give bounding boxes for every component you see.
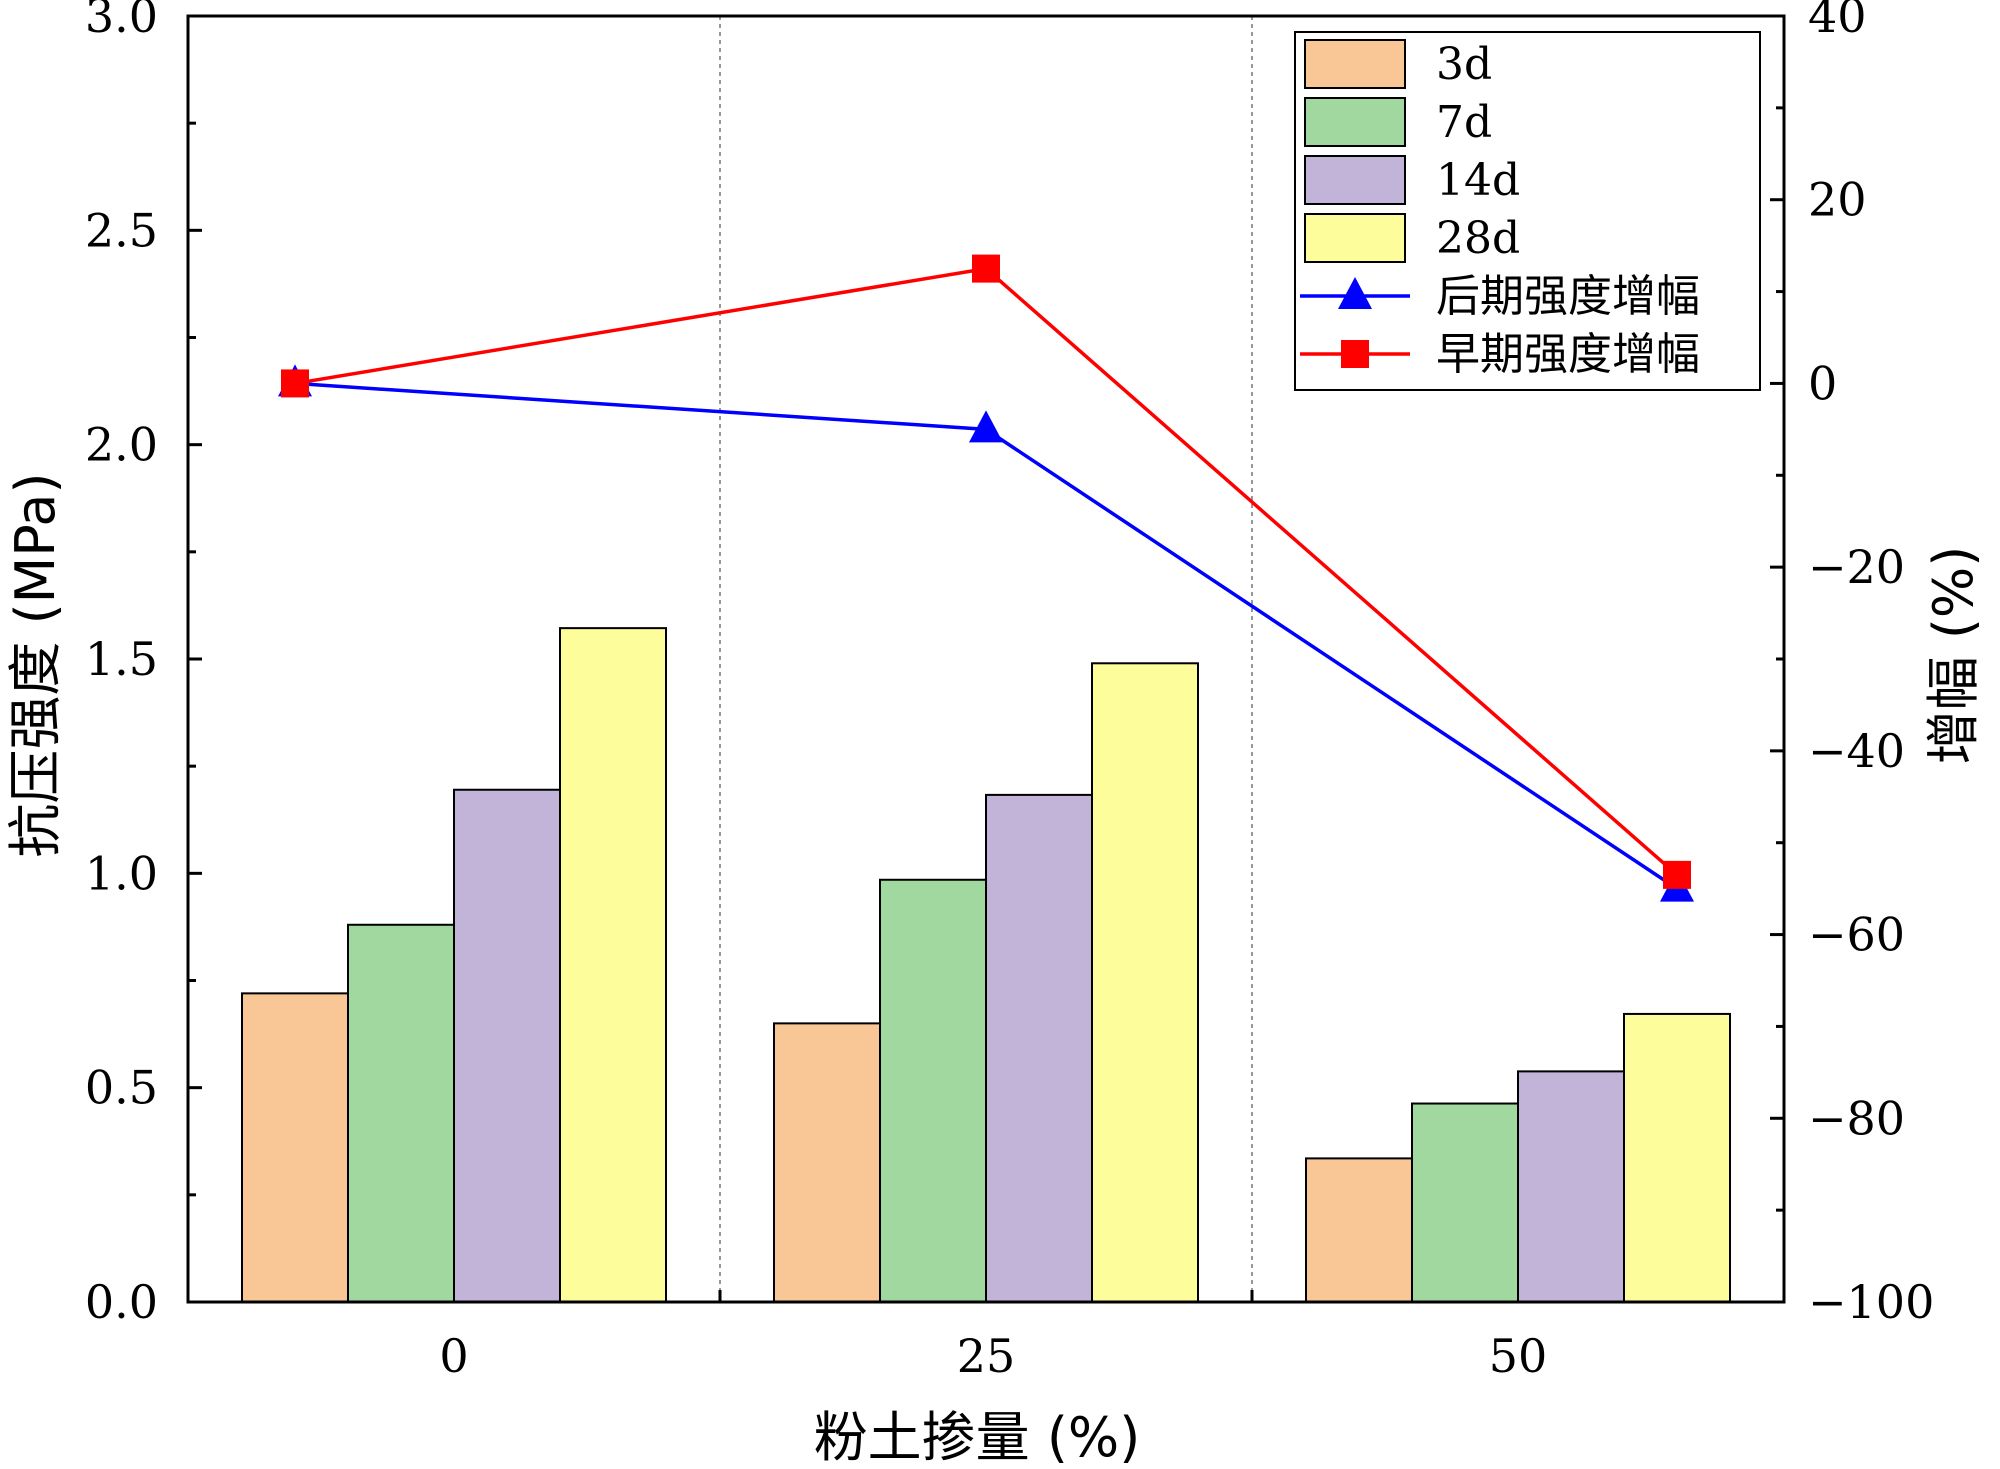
- legend-label-28d: 28d: [1436, 213, 1520, 264]
- bar-14d-25: [985, 793, 1093, 1303]
- bar-3d-50: [1305, 1157, 1413, 1303]
- y-tick-label: 1.5: [85, 632, 158, 686]
- point-早期强度增幅-25: [972, 254, 1000, 283]
- legend-label-后期强度增幅: 后期强度增幅: [1436, 271, 1700, 322]
- legend-label-3d: 3d: [1436, 39, 1492, 90]
- legend-swatch-14d: [1304, 155, 1406, 205]
- y-tick-label: 3.0: [85, 0, 158, 43]
- legend-marker-后期强度增幅: [1338, 277, 1372, 309]
- bar-14d-50: [1517, 1070, 1625, 1303]
- y2-tick-label: −20: [1808, 540, 1905, 594]
- legend-swatch-7d: [1304, 97, 1406, 147]
- x-axis-title: 粉土掺量 (%): [814, 1406, 1141, 1469]
- y2-tick-label: 20: [1808, 173, 1867, 227]
- legend-label-7d: 7d: [1436, 97, 1492, 148]
- legend-frame: [1294, 31, 1761, 391]
- y2-tick-label: −80: [1808, 1091, 1905, 1145]
- y-tick-label: 0.0: [85, 1275, 158, 1329]
- point-早期强度增幅-0: [281, 369, 309, 398]
- y2-axis-title: 增幅 (%): [1922, 546, 1985, 765]
- y2-tick-label: 40: [1808, 0, 1867, 43]
- point-后期强度增幅-25: [969, 410, 1003, 443]
- axis-layer: 0.0 0.5 1.0 1.5 2.0 2.5 3.0 −100 −80 −60 −40 −20 0 20…: [85, 0, 1935, 1383]
- bar-28d-0: [559, 627, 667, 1303]
- legend-swatch-28d: [1304, 213, 1406, 263]
- point-早期强度增幅-50: [1663, 860, 1691, 889]
- bar-7d-25: [879, 878, 987, 1303]
- x-tick-label: 25: [957, 1329, 1016, 1383]
- bar-7d-50: [1411, 1102, 1519, 1304]
- x-tick-label: 0: [439, 1329, 468, 1383]
- bar-layer: [241, 627, 1731, 1304]
- bar-3d-25: [773, 1022, 881, 1303]
- grid-layer: [719, 16, 1253, 1302]
- legend-swatch-3d: [1304, 39, 1406, 89]
- y-tick-label: 2.0: [85, 418, 158, 472]
- y-tick-label: 2.5: [85, 203, 158, 257]
- bar-3d-0: [241, 992, 349, 1303]
- y-tick-label: 0.5: [85, 1061, 158, 1115]
- bar-7d-0: [347, 923, 455, 1303]
- y2-tick-label: −100: [1808, 1275, 1934, 1329]
- y-axis-title: 抗压强度 (MPa): [4, 472, 67, 857]
- y2-tick-label: 0: [1808, 356, 1837, 410]
- y-tick-label: 1.0: [85, 846, 158, 900]
- legend-label-早期强度增幅: 早期强度增幅: [1436, 329, 1700, 380]
- bar-28d-25: [1091, 662, 1199, 1303]
- y2-tick-label: −60: [1808, 908, 1905, 962]
- line-layer: [278, 254, 1694, 902]
- legend-marker-早期强度增幅: [1341, 340, 1369, 368]
- bar-14d-0: [453, 788, 561, 1303]
- x-tick-label: 50: [1489, 1329, 1548, 1383]
- y2-tick-label: −40: [1808, 724, 1905, 778]
- legend-label-14d: 14d: [1436, 155, 1520, 206]
- bar-28d-50: [1623, 1012, 1731, 1303]
